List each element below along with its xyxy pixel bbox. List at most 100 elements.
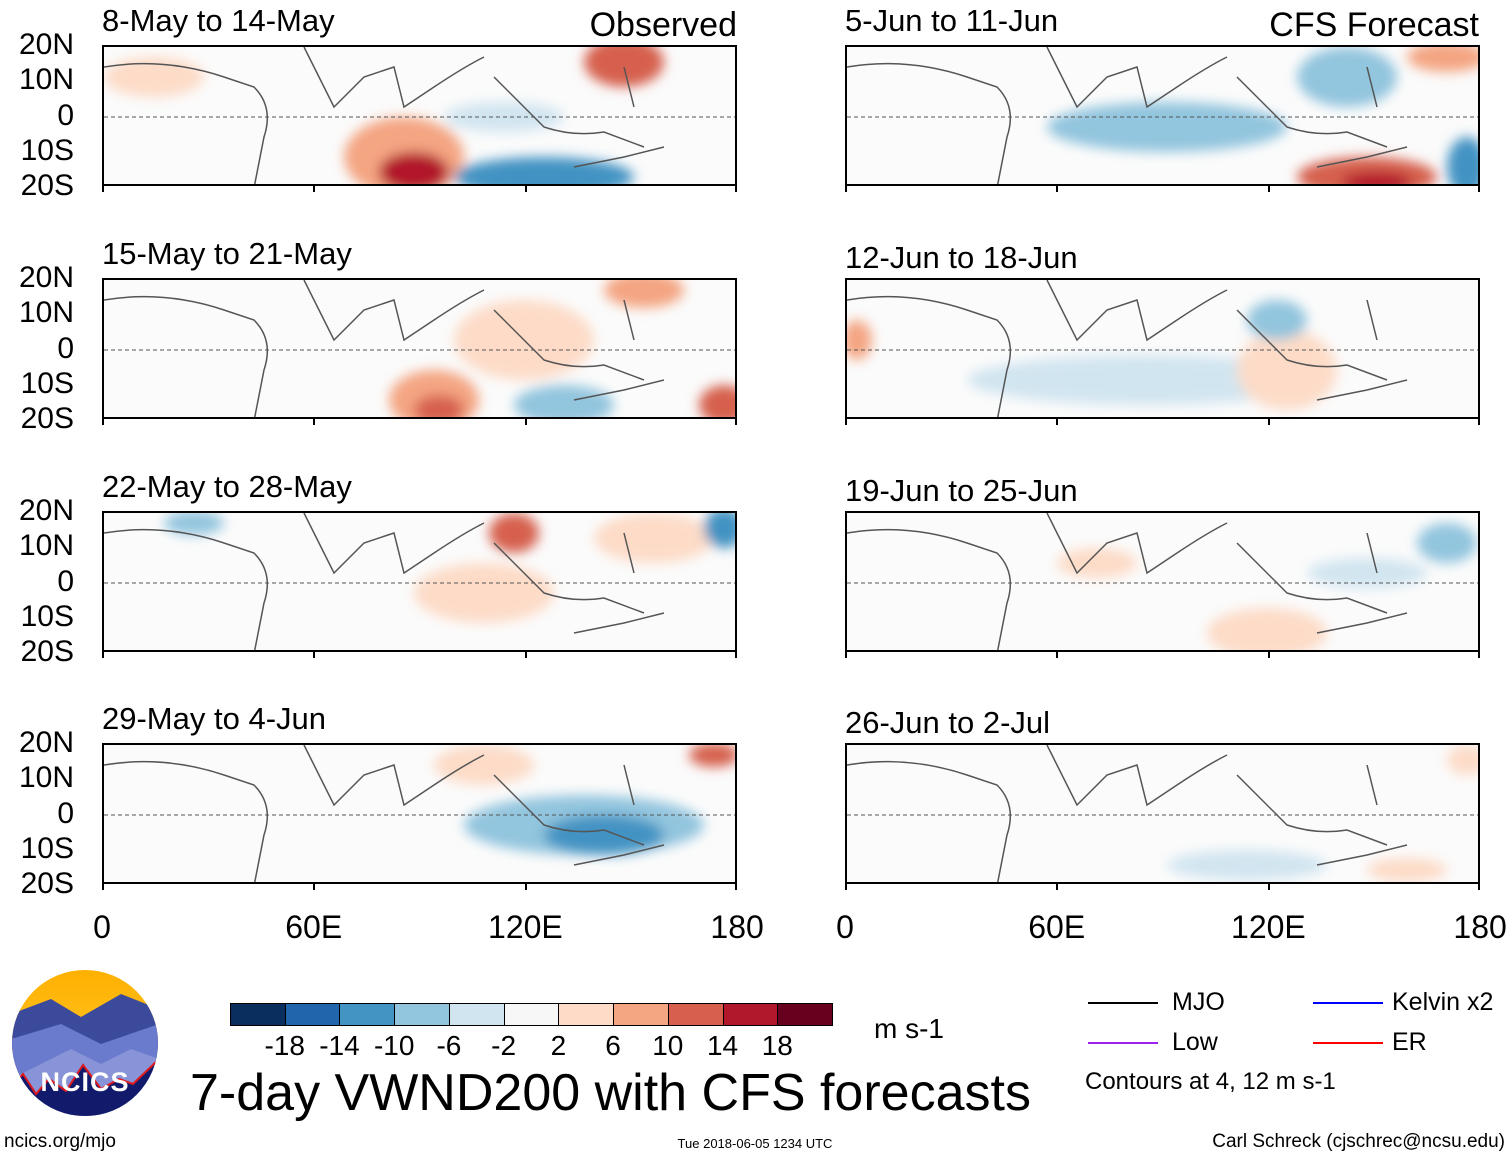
anomaly-shading — [1342, 172, 1412, 184]
legend-line-mjo — [1088, 1002, 1158, 1004]
lat-label: 0 — [57, 564, 74, 598]
lat-label: 10S — [20, 133, 74, 167]
lon-tick — [1268, 650, 1270, 658]
lat-label: 20N — [18, 494, 74, 527]
lon-label: 120E — [488, 909, 563, 945]
lon-tick — [735, 650, 737, 658]
forecast-panel-title: 19-Jun to 25-Jun — [845, 473, 1078, 508]
lat-label: 0 — [57, 796, 74, 830]
lat-label: 20N — [18, 261, 74, 294]
lon-tick — [1056, 882, 1058, 890]
colorbar-label: 6 — [605, 1030, 621, 1061]
observed-panel-title: 8-May to 14-May — [102, 3, 335, 38]
anomaly-shading — [1417, 523, 1477, 563]
colorbar-swatch — [558, 1003, 615, 1026]
logo-text: NCICS — [40, 1067, 130, 1097]
forecast-label: CFS Forecast — [1269, 6, 1479, 44]
anomaly-shading — [594, 513, 714, 563]
figure-title: 7-day VWND200 with CFS forecasts — [190, 1064, 1031, 1122]
coastline — [847, 47, 1408, 184]
observed-label: Observed — [589, 6, 737, 44]
anomaly-shading — [1447, 745, 1478, 775]
anomaly-shading — [1057, 548, 1137, 578]
legend-line-kelvin — [1313, 1002, 1383, 1004]
footer-url[interactable]: ncics.org/mjo — [4, 1131, 116, 1152]
anomaly-shading — [604, 280, 684, 308]
legend-label-low: Low — [1172, 1028, 1218, 1056]
lat-label: 10N — [18, 761, 74, 795]
lon-tick — [102, 417, 104, 425]
lon-label: 180 — [1453, 909, 1507, 945]
legend-label-er: ER — [1392, 1028, 1427, 1056]
observed-map-panel — [102, 278, 737, 419]
lon-tick — [313, 417, 315, 425]
colorbar-label: 14 — [706, 1030, 739, 1061]
lon-tick — [1478, 184, 1480, 192]
colorbar-swatch — [503, 1003, 560, 1026]
anomaly-shading — [1247, 300, 1307, 340]
lon-tick — [1478, 882, 1480, 890]
coastline — [104, 280, 665, 417]
anomaly-shading — [1447, 137, 1478, 184]
anomaly-shading — [1407, 47, 1478, 72]
lon-tick — [1268, 184, 1270, 192]
lat-label: 20S — [20, 635, 74, 668]
lon-tick — [845, 882, 847, 890]
anomaly-shading — [689, 745, 735, 767]
lat-label: 0 — [57, 98, 74, 132]
forecast-map-panel — [845, 511, 1480, 652]
anomaly-shading — [454, 157, 634, 184]
anomaly-shading — [1297, 47, 1397, 107]
coastline — [104, 47, 665, 184]
colorbar-swatch — [284, 1003, 341, 1026]
legend-label-kelvin: Kelvin x2 — [1392, 988, 1494, 1016]
anomaly-shading — [847, 320, 872, 360]
anomaly-shading — [379, 152, 449, 184]
lon-tick — [845, 417, 847, 425]
lon-label: 0 — [836, 909, 854, 945]
anomaly-shading — [1167, 850, 1327, 880]
anomaly-shading — [104, 57, 204, 97]
lat-label: 20S — [20, 402, 74, 435]
anomaly-shading — [514, 385, 614, 417]
lon-tick — [525, 650, 527, 658]
colorbar-swatch — [230, 1003, 286, 1026]
lon-tick — [313, 650, 315, 658]
colorbar-label: 18 — [761, 1030, 793, 1061]
coastline — [847, 280, 1408, 417]
anomaly-shading — [967, 355, 1327, 405]
contour-note: Contours at 4, 12 m s-1 — [1085, 1068, 1336, 1095]
observed-panel-title: 22-May to 28-May — [102, 469, 352, 504]
lon-label: 120E — [1231, 909, 1306, 945]
anomaly-shading — [1047, 102, 1287, 152]
lat-label: 10N — [18, 529, 74, 563]
colorbar-swatch — [448, 1003, 505, 1026]
lat-label: 20N — [18, 28, 74, 61]
colorbar-label: -10 — [373, 1030, 415, 1061]
forecast-panel-title: 5-Jun to 11-Jun — [845, 3, 1059, 38]
colorbar-label: 2 — [550, 1030, 567, 1061]
lon-tick — [313, 882, 315, 890]
lon-tick — [1056, 650, 1058, 658]
anomaly-shading — [434, 745, 534, 785]
lon-tick — [102, 184, 104, 192]
coastline — [847, 745, 1408, 882]
anomaly-shading — [414, 395, 464, 417]
anomaly-shading — [1207, 608, 1327, 650]
colorbar-swatch — [339, 1003, 396, 1026]
anomaly-shading — [1237, 330, 1337, 410]
lon-tick — [102, 650, 104, 658]
lon-tick — [1268, 417, 1270, 425]
colorbar-label: 10 — [652, 1030, 684, 1061]
lon-tick — [735, 417, 737, 425]
colorbar-swatch — [667, 1003, 724, 1026]
forecast-panel-title: 12-Jun to 18-Jun — [845, 240, 1078, 275]
footer-credit: Carl Schreck (cjschrec@ncsu.edu) — [1212, 1131, 1505, 1152]
lon-tick — [845, 650, 847, 658]
lon-tick — [1478, 417, 1480, 425]
footer-timestamp: Tue 2018-06-05 1234 UTC — [677, 1136, 833, 1151]
anomaly-shading — [1307, 558, 1427, 588]
anomaly-shading — [164, 513, 224, 535]
lat-label: 20S — [20, 169, 74, 202]
lon-tick — [525, 184, 527, 192]
